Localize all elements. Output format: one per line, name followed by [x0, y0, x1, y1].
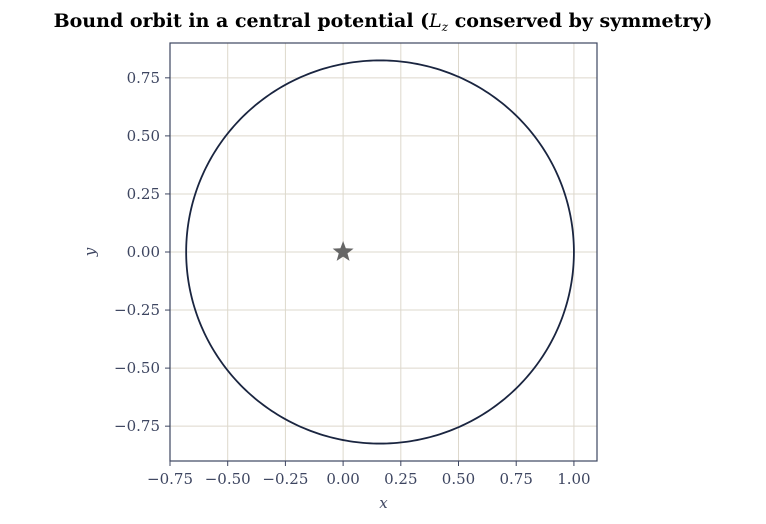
x-ticks: −0.75 −0.50 −0.25 0.00 0.25 0.50 0.75 1.00: [147, 461, 591, 488]
x-tick-label-6: 0.75: [500, 470, 533, 488]
y-tick-label-6: −0.75: [114, 417, 160, 435]
x-tick-label-2: −0.25: [262, 470, 308, 488]
x-tick-label-1: −0.50: [205, 470, 251, 488]
y-axis-label: y: [81, 247, 99, 257]
chart-title: Bound orbit in a central potential (Lz c…: [54, 10, 713, 34]
central-body-layer: [332, 241, 354, 261]
title-symbol: L: [428, 10, 442, 32]
orbit-layer: [185, 59, 575, 445]
y-ticks: 0.75 0.50 0.25 0.00 −0.25 −0.50 −0.75: [114, 69, 170, 435]
orbit-line: [185, 59, 575, 445]
y-tick-label-1: 0.50: [127, 127, 160, 145]
x-tick-label-3: 0.00: [326, 470, 359, 488]
central-body-star: [332, 241, 354, 261]
y-tick-label-3: 0.00: [127, 243, 160, 261]
y-tick-label-0: 0.75: [127, 69, 160, 87]
x-axis-label: x: [379, 494, 388, 512]
x-tick-label-0: −0.75: [147, 470, 193, 488]
y-tick-label-4: −0.25: [114, 301, 160, 319]
title-text-before: Bound orbit in a central potential (: [54, 10, 430, 32]
y-tick-label-5: −0.50: [114, 359, 160, 377]
grid: [169, 43, 597, 461]
x-tick-label-4: 0.25: [384, 470, 417, 488]
y-tick-label-2: 0.25: [127, 185, 160, 203]
title-text-after: conserved by symmetry): [448, 10, 712, 32]
title-subscript: z: [441, 20, 449, 34]
x-tick-label-7: 1.00: [557, 470, 590, 488]
x-tick-label-5: 0.50: [442, 470, 475, 488]
